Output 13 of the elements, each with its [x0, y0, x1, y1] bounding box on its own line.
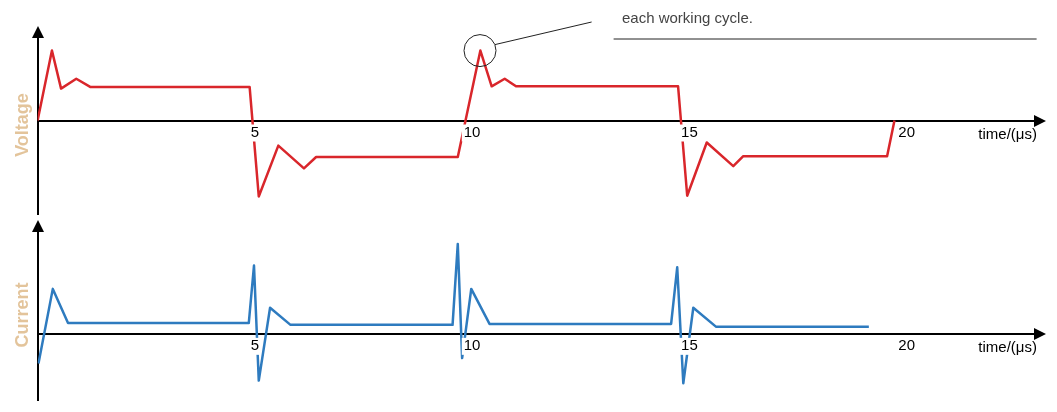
x-tick-label: 10: [463, 123, 481, 141]
x-axis-title: time/(μs): [978, 338, 1037, 356]
x-tick-label: 15: [681, 123, 698, 141]
y-axis-title: Voltage: [11, 93, 32, 157]
x-tick-label: 15: [681, 336, 698, 354]
x-tick-label: 10: [463, 336, 481, 354]
text: each working cycle.: [622, 8, 753, 26]
x-tick-label: 20: [898, 336, 915, 354]
x-axis-title: time/(μs): [978, 125, 1037, 143]
y-axis-title: Current: [11, 282, 32, 348]
x-tick-label: 5: [250, 123, 260, 141]
x-tick-label: 20: [898, 123, 915, 141]
x-tick-label: 5: [250, 336, 260, 354]
